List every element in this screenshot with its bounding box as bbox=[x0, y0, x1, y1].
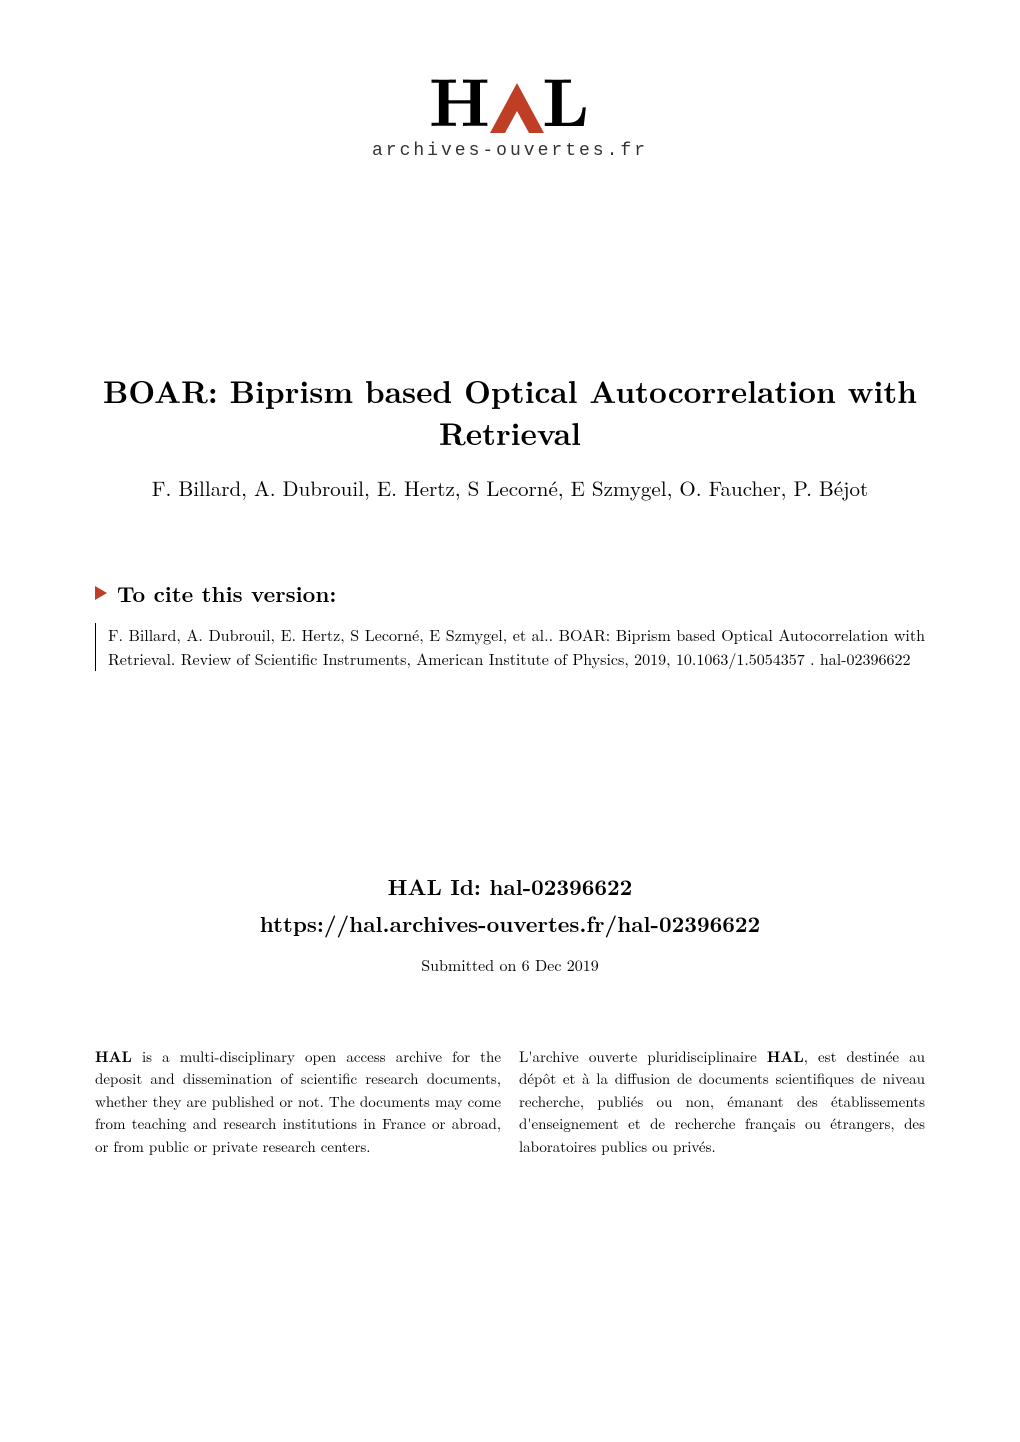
description-left-text: is a multi-disciplinary open access arch… bbox=[95, 1046, 501, 1157]
description-right-column: L'archive ouverte pluridisciplinaire HAL… bbox=[519, 1046, 925, 1159]
hal-url: https://hal.archives-ouvertes.fr/hal-023… bbox=[0, 908, 1020, 939]
hal-id: HAL Id: hal-02396622 bbox=[0, 871, 1020, 902]
hal-bold-right: HAL bbox=[767, 1046, 804, 1067]
logo-triangle-a-icon bbox=[490, 79, 544, 133]
description-left-column: HAL is a multi-disciplinary open access … bbox=[95, 1046, 501, 1159]
paper-authors: F. Billard, A. Dubrouil, E. Hertz, S Lec… bbox=[80, 473, 940, 503]
cite-header: To cite this version: bbox=[95, 578, 925, 609]
cite-section: To cite this version: F. Billard, A. Dub… bbox=[0, 578, 1020, 671]
description-section: HAL is a multi-disciplinary open access … bbox=[0, 1046, 1020, 1159]
logo-section: HL archives-ouvertes.fr bbox=[0, 0, 1020, 191]
description-right-text-1: L'archive ouverte pluridisciplinaire bbox=[519, 1046, 767, 1067]
triangle-marker-icon bbox=[95, 586, 107, 600]
logo-letter-h: H bbox=[429, 65, 492, 133]
hal-logo-text: HL bbox=[372, 65, 648, 133]
logo-letter-l: L bbox=[542, 65, 591, 133]
logo-subtitle: archives-ouvertes.fr bbox=[372, 141, 648, 161]
title-section: BOAR: Biprism based Optical Autocorrelat… bbox=[0, 371, 1020, 503]
cite-body: F. Billard, A. Dubrouil, E. Hertz, S Lec… bbox=[95, 623, 925, 671]
hal-bold-left: HAL bbox=[95, 1046, 132, 1067]
hal-id-section: HAL Id: hal-02396622 https://hal.archive… bbox=[0, 871, 1020, 976]
paper-title: BOAR: Biprism based Optical Autocorrelat… bbox=[80, 371, 940, 455]
cite-title: To cite this version: bbox=[117, 578, 336, 609]
submitted-date: Submitted on 6 Dec 2019 bbox=[0, 953, 1020, 976]
hal-logo: HL archives-ouvertes.fr bbox=[372, 65, 648, 161]
